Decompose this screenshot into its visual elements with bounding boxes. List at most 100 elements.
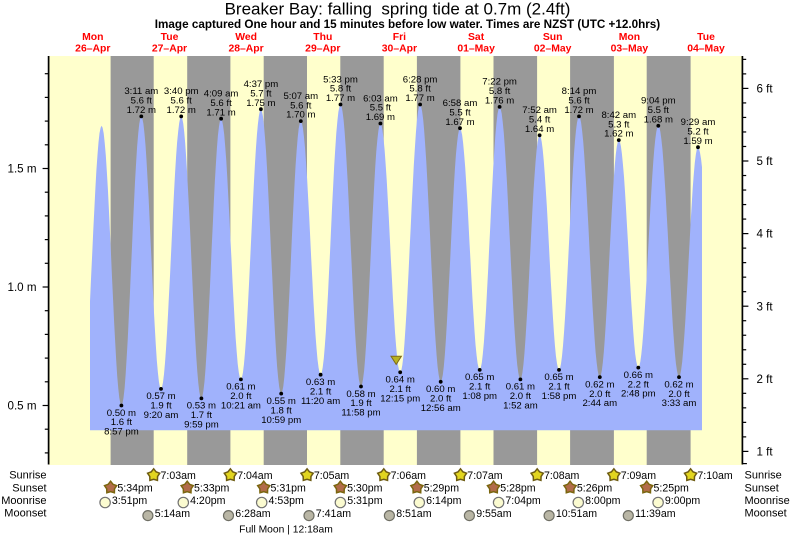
svg-text:1.71 m: 1.71 m	[206, 107, 235, 118]
svg-text:5:28pm: 5:28pm	[500, 483, 536, 495]
svg-text:2.0 ft: 2.0 ft	[668, 389, 690, 400]
svg-text:11:58 pm: 11:58 pm	[341, 408, 380, 419]
svg-text:1:58 pm: 1:58 pm	[542, 391, 577, 402]
svg-text:Mon: Mon	[619, 32, 640, 43]
svg-text:5:31pm: 5:31pm	[271, 483, 307, 495]
svg-text:5.8 ft: 5.8 ft	[330, 84, 352, 95]
svg-text:11:20 am: 11:20 am	[301, 396, 340, 407]
svg-text:1.75 m: 1.75 m	[246, 98, 275, 109]
svg-text:02–May: 02–May	[534, 44, 572, 55]
svg-text:1.9 ft: 1.9 ft	[350, 398, 372, 409]
svg-text:1.9 ft: 1.9 ft	[150, 401, 172, 412]
svg-text:5:34pm: 5:34pm	[117, 483, 153, 495]
svg-text:28–Apr: 28–Apr	[228, 44, 263, 55]
svg-text:1.7 ft: 1.7 ft	[191, 410, 213, 421]
svg-text:Moonrise: Moonrise	[1, 495, 46, 507]
svg-text:4:20pm: 4:20pm	[190, 495, 226, 507]
svg-text:5:30pm: 5:30pm	[347, 483, 383, 495]
svg-text:8:51am: 8:51am	[396, 508, 432, 520]
svg-text:7:07am: 7:07am	[467, 470, 503, 482]
svg-text:04–May: 04–May	[687, 44, 725, 55]
svg-text:5.6 ft: 5.6 ft	[171, 96, 193, 107]
svg-text:1.5 m: 1.5 m	[8, 163, 37, 176]
svg-text:5.7 ft: 5.7 ft	[250, 89, 272, 100]
svg-text:5:07 am: 5:07 am	[283, 91, 318, 102]
svg-text:2.0 ft: 2.0 ft	[430, 394, 452, 405]
svg-text:1.62 m: 1.62 m	[604, 129, 633, 140]
svg-text:2.0 ft: 2.0 ft	[589, 389, 611, 400]
svg-text:Moonset: Moonset	[745, 508, 787, 520]
svg-text:2.0 ft: 2.0 ft	[510, 391, 532, 402]
svg-text:0.60 m: 0.60 m	[426, 384, 455, 395]
svg-text:6:28am: 6:28am	[235, 508, 271, 520]
svg-text:5:14am: 5:14am	[155, 508, 191, 520]
svg-text:0.64 m: 0.64 m	[386, 375, 415, 386]
svg-text:5.6 ft: 5.6 ft	[290, 100, 312, 111]
svg-text:3:40 pm: 3:40 pm	[164, 86, 199, 97]
svg-text:29–Apr: 29–Apr	[305, 44, 340, 55]
svg-text:Tue: Tue	[161, 32, 179, 43]
svg-text:2 ft: 2 ft	[757, 373, 774, 386]
svg-text:11:39am: 11:39am	[635, 508, 676, 520]
svg-text:0.55 m: 0.55 m	[267, 396, 296, 407]
svg-text:8:57 pm: 8:57 pm	[104, 427, 139, 438]
svg-text:6:58 am: 6:58 am	[443, 98, 478, 109]
svg-text:6:14pm: 6:14pm	[426, 495, 462, 507]
svg-text:Mon: Mon	[82, 32, 103, 43]
svg-text:1.68 m: 1.68 m	[644, 114, 673, 125]
svg-text:1:08 pm: 1:08 pm	[462, 391, 497, 402]
svg-text:Tue: Tue	[697, 32, 715, 43]
svg-text:5.6 ft: 5.6 ft	[568, 96, 590, 107]
svg-text:7:10am: 7:10am	[697, 470, 733, 482]
svg-text:7:06am: 7:06am	[391, 470, 427, 482]
svg-text:3:51pm: 3:51pm	[112, 495, 148, 507]
svg-text:7:05am: 7:05am	[314, 470, 350, 482]
svg-text:1.72 m: 1.72 m	[127, 105, 156, 116]
svg-text:7:09am: 7:09am	[621, 470, 657, 482]
svg-text:7:22 pm: 7:22 pm	[482, 77, 517, 88]
svg-text:7:41am: 7:41am	[316, 508, 352, 520]
svg-text:7:03am: 7:03am	[161, 470, 197, 482]
svg-text:1.59 m: 1.59 m	[683, 136, 712, 147]
svg-text:5:25pm: 5:25pm	[654, 483, 690, 495]
svg-text:5.2 ft: 5.2 ft	[687, 126, 709, 137]
svg-text:7:08am: 7:08am	[544, 470, 580, 482]
svg-text:1.72 m: 1.72 m	[167, 105, 196, 116]
svg-text:Sunrise: Sunrise	[9, 470, 46, 482]
svg-text:5.6 ft: 5.6 ft	[210, 98, 232, 109]
svg-text:5.8 ft: 5.8 ft	[489, 86, 511, 97]
svg-text:30–Apr: 30–Apr	[382, 44, 417, 55]
svg-text:2:48 pm: 2:48 pm	[621, 389, 656, 400]
svg-text:0.61 m: 0.61 m	[226, 382, 255, 393]
svg-text:2.1 ft: 2.1 ft	[390, 384, 412, 395]
svg-text:0.50 m: 0.50 m	[107, 408, 136, 419]
svg-text:1.77 m: 1.77 m	[326, 93, 355, 104]
svg-text:Image captured One hour and 15: Image captured One hour and 15 minutes b…	[155, 18, 661, 31]
svg-text:8:14 pm: 8:14 pm	[562, 86, 597, 97]
svg-text:9:04 pm: 9:04 pm	[641, 96, 676, 107]
svg-text:03–May: 03–May	[611, 44, 649, 55]
svg-text:1.70 m: 1.70 m	[286, 110, 315, 121]
svg-text:27–Apr: 27–Apr	[152, 44, 187, 55]
svg-text:3:11 am: 3:11 am	[124, 86, 158, 97]
svg-text:5:26pm: 5:26pm	[577, 483, 613, 495]
svg-text:2.0 ft: 2.0 ft	[230, 391, 252, 402]
svg-text:Thu: Thu	[313, 32, 332, 43]
svg-text:0.65 m: 0.65 m	[544, 372, 573, 383]
svg-text:4:09 am: 4:09 am	[204, 89, 239, 100]
svg-text:Sun: Sun	[543, 32, 563, 43]
svg-text:Sunset: Sunset	[745, 482, 779, 494]
svg-text:1.64 m: 1.64 m	[525, 124, 554, 135]
svg-text:0.63 m: 0.63 m	[306, 377, 335, 388]
svg-text:5:31pm: 5:31pm	[347, 495, 383, 507]
svg-text:9:29 am: 9:29 am	[681, 117, 716, 128]
svg-text:12:56 am: 12:56 am	[421, 403, 461, 414]
svg-text:Moonset: Moonset	[4, 508, 46, 520]
svg-text:5.5 ft: 5.5 ft	[449, 107, 471, 118]
svg-text:4:37 pm: 4:37 pm	[244, 79, 279, 90]
svg-text:5.4 ft: 5.4 ft	[529, 115, 551, 126]
svg-text:8:42 am: 8:42 am	[601, 110, 636, 121]
svg-text:6 ft: 6 ft	[757, 83, 774, 96]
svg-text:6:28 pm: 6:28 pm	[403, 74, 438, 85]
svg-text:4 ft: 4 ft	[757, 228, 774, 241]
